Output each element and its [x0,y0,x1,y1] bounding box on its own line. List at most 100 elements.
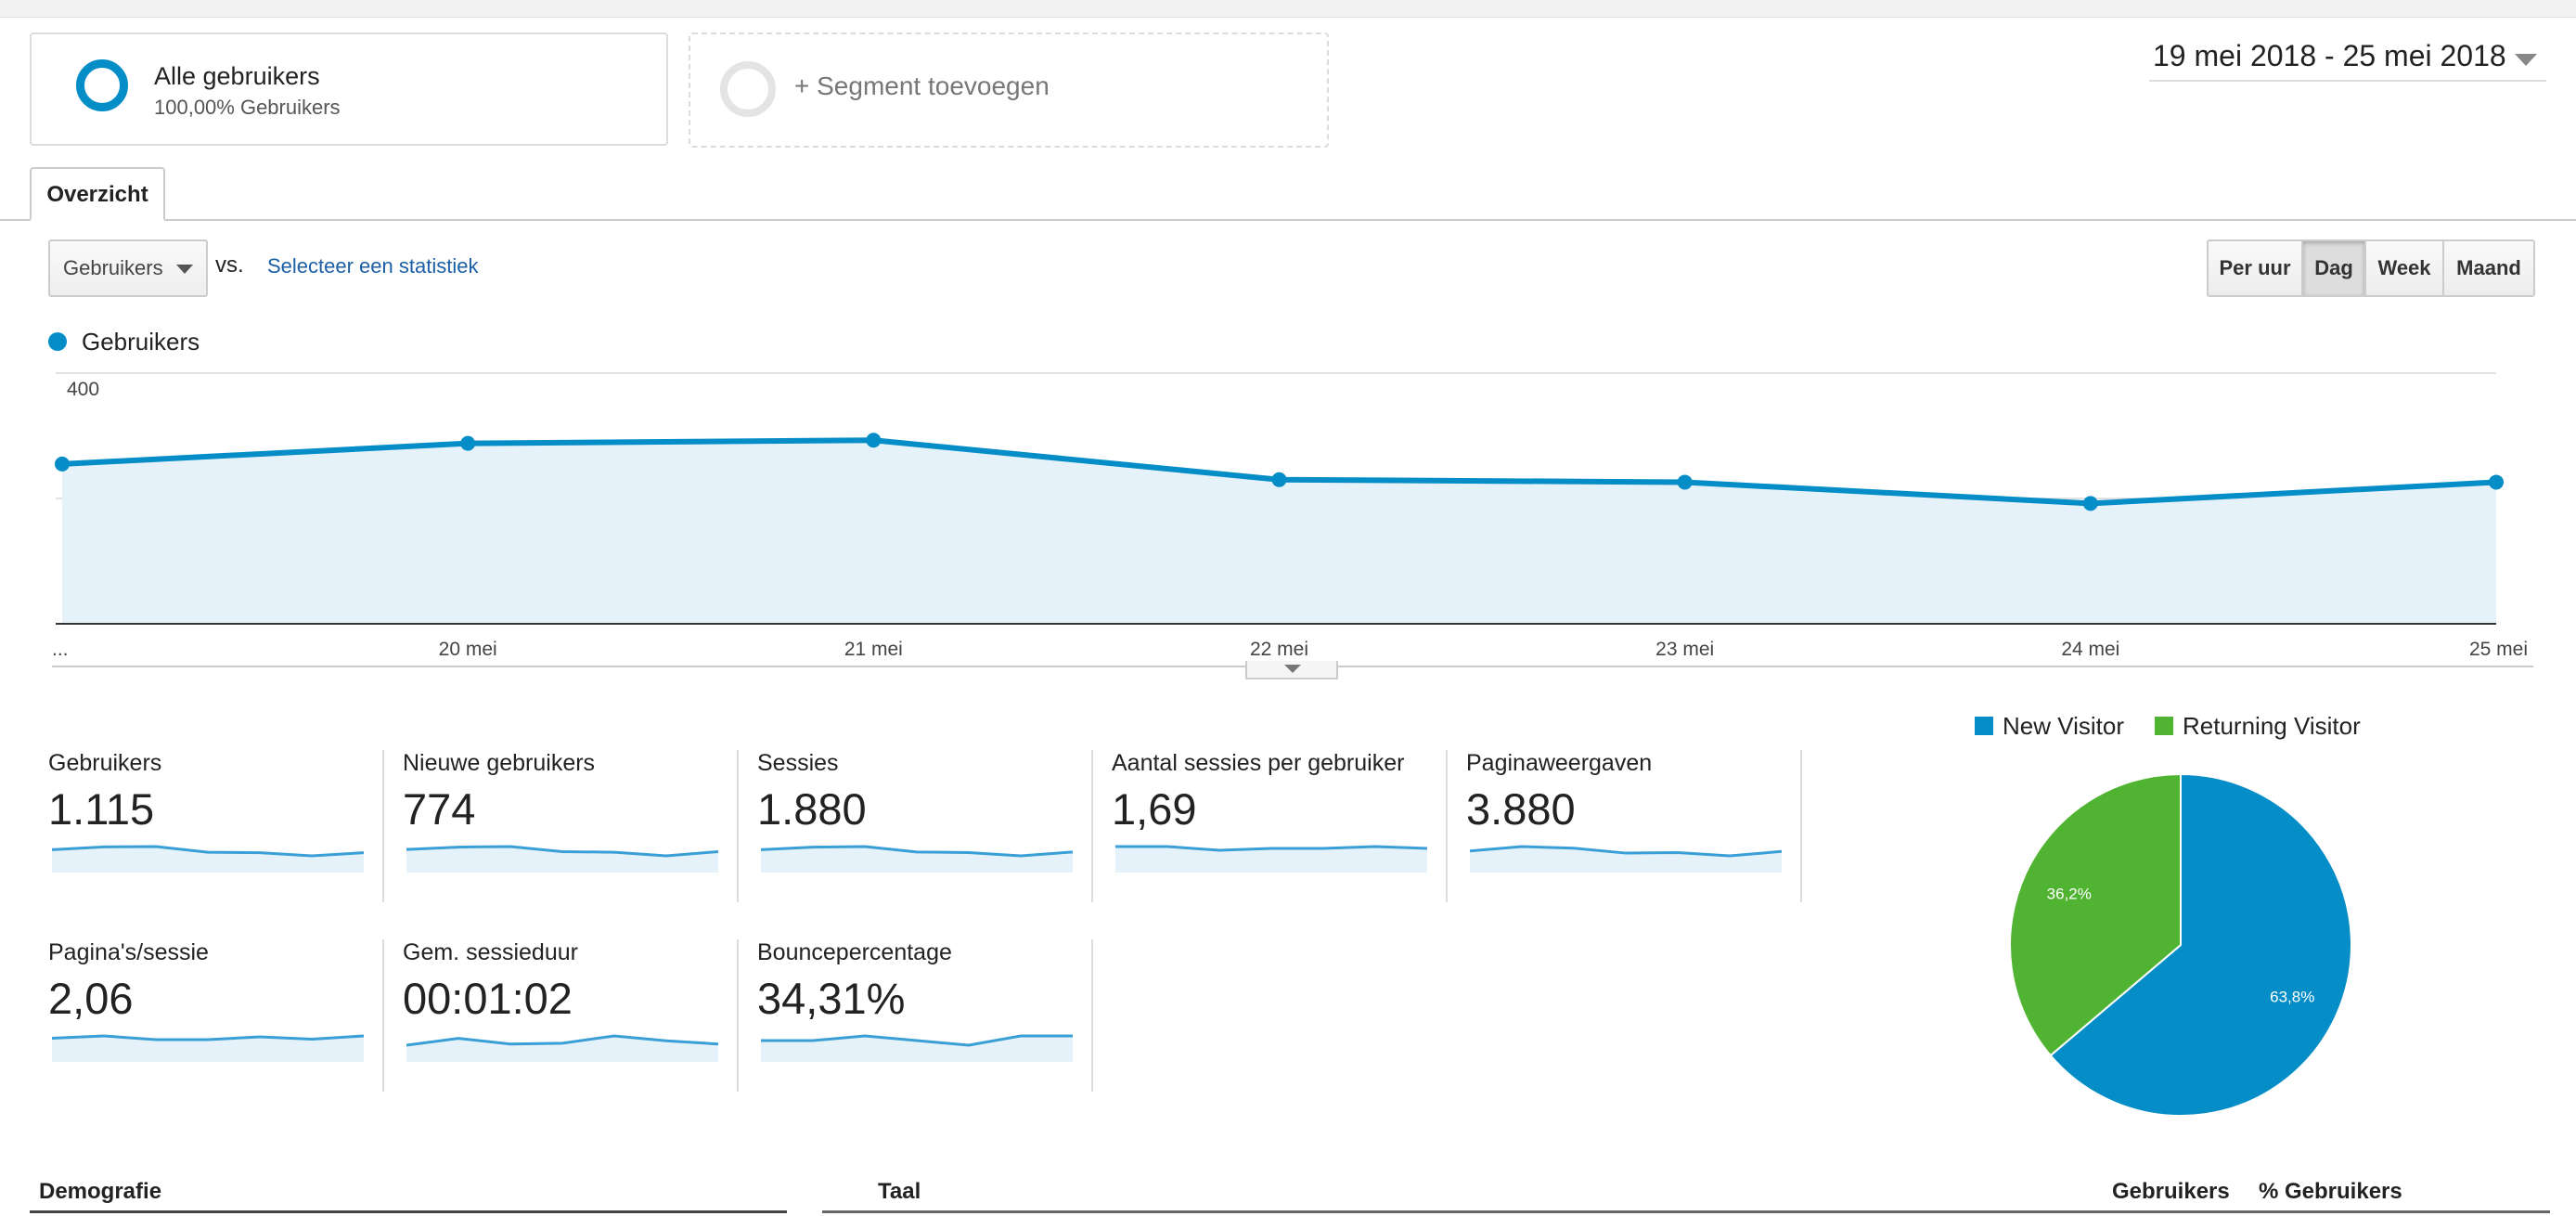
sparkline-line [52,845,364,858]
metric-card[interactable]: Aantal sessies per gebruiker 1,69 [1093,750,1448,902]
sparkline-area [1470,847,1782,873]
legend-returning-visitor: Returning Visitor [2183,712,2361,740]
data-point[interactable] [866,433,882,448]
sparkline-line [1115,845,1427,852]
metric-card[interactable]: Nieuwe gebruikers 774 [384,750,739,902]
sparkline-line [406,845,718,858]
sparkline-line [406,1034,718,1047]
legend-new-visitor-swatch [1975,717,1993,735]
add-segment-label: + Segment toevoegen [794,71,1050,100]
pct-users-column-header[interactable]: % Gebruikers [2259,1179,2402,1204]
pie-label-returning-visitor: 36,2% [2047,885,2092,902]
select-statistic-link[interactable]: Selecteer een statistiek [267,254,479,278]
sparkline-area [406,847,718,873]
date-range-picker[interactable]: 19 mei 2018 - 25 mei 2018 [2153,39,2506,72]
metric-card[interactable]: Gem. sessieduur 00:01:02 [384,939,739,1092]
vs-label: vs. [215,252,244,278]
metric-value: 34,31% [757,974,906,1023]
x-tick-label: 22 mei [1250,639,1308,660]
metric-label: Nieuwe gebruikers [403,750,596,776]
metric-sparkline [1470,845,1782,873]
metric-sparkline [52,845,364,873]
taal-column-header: Taal [878,1179,921,1204]
sparkline-line [761,1034,1073,1047]
chevron-down-icon [176,265,193,274]
x-tick-label: 20 mei [439,639,497,660]
segment-title: Alle gebruikers [154,62,320,90]
metric-select-label: Gebruikers [63,256,163,279]
sparkline-area [52,1036,364,1062]
legend-new-visitor: New Visitor [2003,712,2125,740]
collapse-chart-toggle[interactable] [1245,661,1338,679]
pie-label-new-visitor: 63,8% [2270,989,2314,1006]
data-point[interactable] [460,435,476,451]
data-point[interactable] [1677,474,1693,490]
metric-label: Paginaweergaven [1466,750,1653,776]
tab-bar-divider [0,219,2576,221]
metric-card[interactable]: Bouncepercentage 34,31% [739,939,1093,1092]
granularity-maand-button[interactable]: Maand [2442,239,2535,297]
metric-sparkline [406,1034,718,1062]
sparkline-area [1115,847,1427,873]
metric-value: 00:01:02 [403,974,573,1023]
segment-subtitle: 100,00% Gebruikers [154,96,341,119]
pie-slice-new-visitor[interactable] [2049,772,2352,1117]
metric-card[interactable]: Paginaweergaven 3.880 [1448,750,1802,902]
metric-select[interactable]: Gebruikers [48,239,208,297]
chevron-down-icon[interactable] [2515,54,2537,66]
demografie-underline [30,1210,787,1213]
top-bar [0,0,2576,18]
metric-label: Aantal sessies per gebruiker [1112,750,1405,776]
metric-sparkline [761,845,1073,873]
pie-slice-returning-visitor[interactable] [2009,772,2182,1057]
metric-value: 1,69 [1112,784,1197,834]
metric-value: 774 [403,784,476,834]
segment-card-all-users[interactable]: Alle gebruikers 100,00% Gebruikers [30,32,668,146]
metric-card[interactable]: Pagina's/sessie 2,06 [30,939,384,1092]
metric-value: 2,06 [48,974,134,1023]
metric-label: Pagina's/sessie [48,939,209,965]
granularity-per-uur-button[interactable]: Per uur [2207,239,2303,297]
y-tick-label: 400 [67,379,99,400]
x-tick-label: 23 mei [1655,639,1714,660]
sparkline-area [52,847,364,873]
sparkline-area [761,847,1073,873]
metric-sparkline [52,1034,364,1062]
date-range-underline [2149,80,2546,82]
metric-sparkline [761,1034,1073,1062]
add-segment-button[interactable]: + Segment toevoegen [689,32,1329,148]
x-tick-label: 21 mei [844,639,903,660]
data-point[interactable] [55,456,70,472]
sparkline-line [52,1034,364,1041]
tab-overzicht[interactable]: Overzicht [30,167,165,221]
chart-legend-label: Gebruikers [82,328,200,356]
metric-sparkline [406,845,718,873]
metric-label: Gem. sessieduur [403,939,578,965]
metric-label: Gebruikers [48,750,162,776]
segment-ring-icon [76,59,128,111]
segment-placeholder-icon [720,61,776,117]
metric-sparkline [1115,845,1427,873]
data-point[interactable] [2489,474,2504,490]
granularity-dag-button[interactable]: Dag [2301,239,2366,297]
area-fill [62,440,2496,624]
x-tick-label: ... [52,639,69,660]
metric-value: 1.115 [48,784,155,834]
visitor-type-pie-chart: 63,8% 36,2% [2009,772,2352,1117]
demografie-heading: Demografie [39,1179,162,1204]
data-point[interactable] [2082,496,2098,511]
sparkline-line [761,845,1073,858]
granularity-week-button[interactable]: Week [2364,239,2444,297]
metric-value: 1.880 [757,784,867,834]
sparkline-area [761,1036,1073,1062]
metric-card[interactable]: Sessies 1.880 [739,750,1093,902]
metric-label: Bouncepercentage [757,939,952,965]
sparkline-line [1470,845,1782,858]
data-point[interactable] [1271,472,1287,487]
x-tick-label: 24 mei [2061,639,2119,660]
series-color-dot [48,332,67,351]
users-column-header[interactable]: Gebruikers [2112,1179,2230,1204]
metric-card[interactable]: Gebruikers 1.115 [30,750,384,902]
metric-value: 3.880 [1466,784,1576,834]
